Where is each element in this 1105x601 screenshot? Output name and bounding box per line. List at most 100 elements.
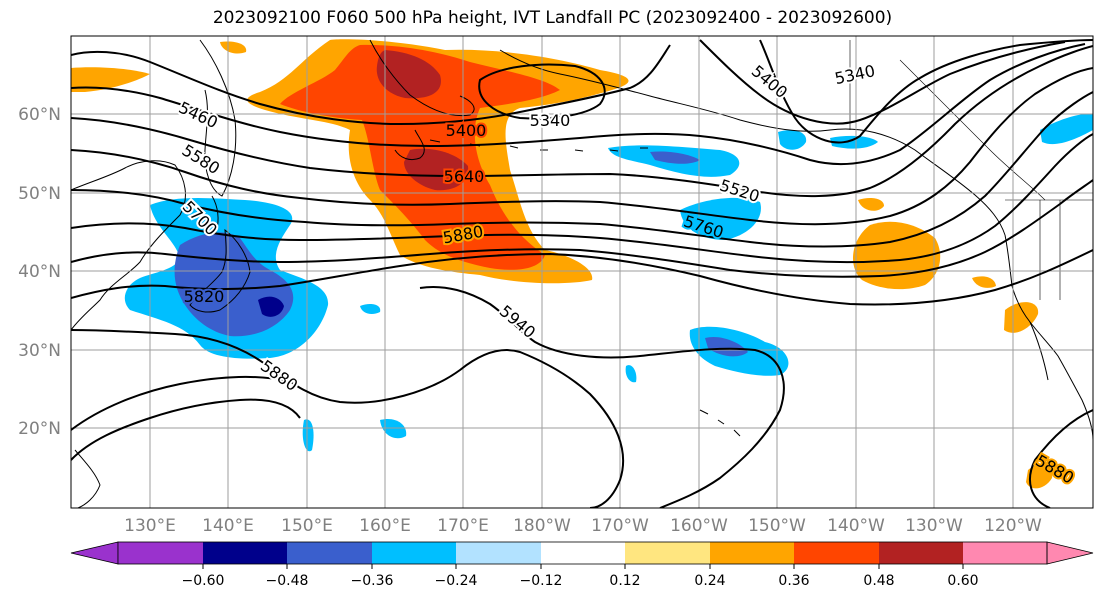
ivt-deepsky-region-alaska-small bbox=[830, 135, 878, 149]
lon-label-130w: 130°W bbox=[905, 516, 963, 536]
colorbar-tick-label: 0.60 bbox=[947, 573, 978, 589]
contour-label: 5880 bbox=[257, 356, 301, 395]
colorbar-bin bbox=[963, 542, 1047, 564]
colorbar-tick-label: −0.60 bbox=[182, 573, 225, 589]
coastline-japan bbox=[189, 228, 251, 313]
contour-label: 5340 bbox=[833, 61, 877, 88]
ivt-blue-region-hawaii-north bbox=[705, 336, 748, 357]
contour-5460 bbox=[71, 43, 1086, 166]
contour-5760 bbox=[71, 179, 1093, 278]
lon-label-130e: 130°E bbox=[124, 516, 176, 536]
lat-label-30n: 30°N bbox=[18, 341, 61, 361]
contour-5340-closed bbox=[478, 63, 606, 120]
contour-label: 5460 bbox=[176, 98, 221, 132]
contour-label: 5820 bbox=[184, 287, 225, 306]
ivt-deepsky-region-gulf bbox=[680, 197, 761, 240]
ivt-firebrick-region-2 bbox=[404, 148, 469, 191]
coastline-alaska bbox=[369, 39, 1006, 236]
longitude-labels: 130°E 140°E 150°E 160°E 170°E 180°W 170°… bbox=[124, 516, 1042, 536]
contour-label: 5340 bbox=[530, 111, 571, 130]
colorbar-tick-label: −0.48 bbox=[266, 573, 309, 589]
contour-5940 bbox=[71, 286, 785, 508]
colorbar-tick-label: 0.24 bbox=[694, 573, 725, 589]
contour-5640 bbox=[71, 91, 1093, 248]
contour-5880-south-east bbox=[71, 375, 291, 431]
colorbar-bin bbox=[625, 542, 710, 564]
colorbar-tick-labels: −0.60 −0.48 −0.36 −0.24 −0.12 0.12 0.24 … bbox=[182, 573, 979, 589]
lat-label-60n: 60°N bbox=[18, 105, 61, 125]
contour-label: 5400 bbox=[748, 61, 791, 102]
coastline-baja bbox=[1029, 321, 1049, 381]
colorbar-bin bbox=[203, 542, 287, 564]
lat-label-20n: 20°N bbox=[18, 419, 61, 439]
ivt-firebrick-region bbox=[376, 50, 441, 99]
lon-label-120w: 120°W bbox=[984, 516, 1042, 536]
lon-label-160w: 160°W bbox=[670, 516, 728, 536]
colorbar-extend-high bbox=[1046, 541, 1094, 565]
colorbar-tick-label: −0.36 bbox=[351, 573, 394, 589]
ivt-deepsky-region-bc bbox=[1040, 113, 1093, 145]
ivt-orange-region-small bbox=[220, 41, 247, 54]
colorbar-bin bbox=[372, 542, 456, 564]
border-bc bbox=[899, 59, 1046, 201]
colorbar-tick-marks bbox=[202, 564, 964, 569]
ivt-orange-region-pacnw bbox=[972, 276, 996, 288]
lat-label-50n: 50°N bbox=[18, 184, 61, 204]
lon-label-150e: 150°E bbox=[281, 516, 333, 536]
ivt-orange-region-baja bbox=[1026, 463, 1053, 489]
colorbar-tick-label: 0.12 bbox=[609, 573, 640, 589]
coastline-north-america-west bbox=[1004, 234, 1093, 441]
contour-5700 bbox=[71, 133, 1093, 264]
borders bbox=[849, 40, 1093, 300]
border-provinces bbox=[1039, 200, 1061, 300]
coastline-asia-east bbox=[71, 160, 186, 331]
coastline-philippines bbox=[74, 449, 101, 508]
contour-5400 bbox=[71, 39, 1066, 126]
colorbar-bin bbox=[118, 542, 203, 564]
contour-5880 bbox=[71, 329, 1093, 508]
lon-label-140w: 140°W bbox=[827, 516, 885, 536]
ivt-orange-region-west bbox=[71, 67, 150, 92]
contour-5340-east bbox=[759, 39, 1093, 144]
latitude-labels: 60°N 50°N 40°N 30°N 20°N bbox=[18, 105, 61, 439]
lon-label-140e: 140°E bbox=[202, 516, 254, 536]
contour-5580 bbox=[71, 67, 1093, 226]
height-contours bbox=[71, 39, 1093, 508]
colorbar: −0.60 −0.48 −0.36 −0.24 −0.12 0.12 0.24 … bbox=[70, 541, 1094, 589]
coastline-hawaii bbox=[699, 409, 741, 437]
ivt-deepsky-region-pacific-2 bbox=[302, 419, 314, 452]
coastline-sakhalin bbox=[211, 195, 219, 233]
map-frame bbox=[70, 35, 1094, 509]
contour-5820 bbox=[71, 249, 1093, 306]
colorbar-bin bbox=[287, 542, 372, 564]
ivt-deepsky-region-small-3 bbox=[360, 304, 381, 314]
lon-label-170e: 170°E bbox=[437, 516, 489, 536]
contour-label: 5400 bbox=[446, 121, 487, 140]
colorbar-bin bbox=[710, 542, 794, 564]
lon-label-170w: 170°W bbox=[591, 516, 649, 536]
lat-label-40n: 40°N bbox=[18, 262, 61, 282]
colorbar-bin bbox=[541, 542, 625, 564]
colorbar-extend-low bbox=[70, 541, 119, 565]
colorbar-bin bbox=[456, 542, 541, 564]
ivt-deepsky-region-pacific bbox=[380, 418, 407, 439]
lon-label-160e: 160°E bbox=[359, 516, 411, 536]
colorbar-tick-label: −0.24 bbox=[435, 573, 478, 589]
ivt-deepsky-region-small-4 bbox=[625, 365, 637, 383]
contour-label: 5640 bbox=[444, 167, 485, 186]
ivt-blue-region-bering bbox=[650, 151, 700, 164]
colorbar-tick-label: 0.48 bbox=[863, 573, 894, 589]
colorbar-tick-label: −0.12 bbox=[520, 573, 563, 589]
ivt-orange-region-small-2 bbox=[858, 198, 884, 211]
ivt-navy-region-japan bbox=[258, 296, 284, 317]
map-title: 2023092100 F060 500 hPa height, IVT Land… bbox=[212, 8, 893, 28]
colorbar-bin bbox=[794, 542, 879, 564]
contour-label: 5940 bbox=[496, 301, 539, 342]
lon-label-180w: 180°W bbox=[513, 516, 571, 536]
colorbar-outline bbox=[117, 541, 1048, 565]
colorbar-tick-label: 0.36 bbox=[778, 573, 809, 589]
contour-5520 bbox=[71, 45, 1093, 198]
colorbar-bin bbox=[879, 542, 963, 564]
ivt-deepsky-region-alaska-panhandle bbox=[778, 130, 807, 150]
